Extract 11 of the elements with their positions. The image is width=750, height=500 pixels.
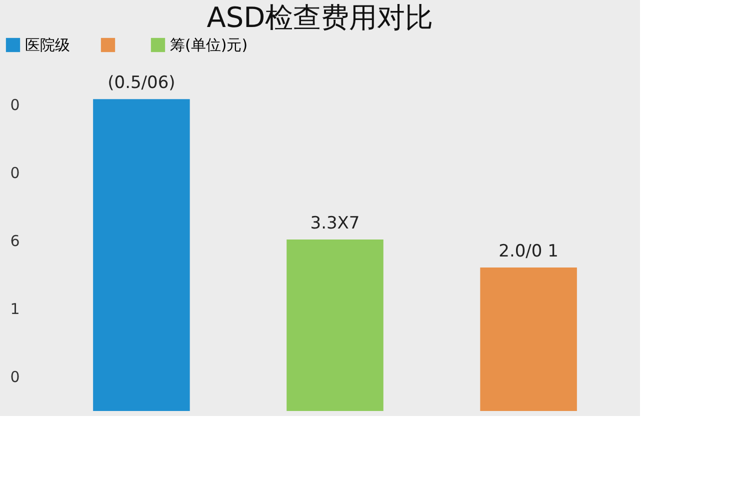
text: 1	[10, 300, 20, 318]
text: 0	[10, 368, 20, 386]
annotation: 2.0/0 1	[498, 242, 558, 262]
legend-label: 筹(单位)元)	[170, 36, 248, 54]
text: (0.5/06)	[108, 73, 176, 94]
text: 0	[10, 96, 20, 114]
text: 0	[10, 164, 20, 182]
annotation: 3.3X7	[310, 213, 360, 234]
text: 6	[10, 232, 20, 250]
legend-label: 医院级	[25, 36, 70, 54]
chart-title: ASD检查费用对比	[206, 1, 434, 34]
